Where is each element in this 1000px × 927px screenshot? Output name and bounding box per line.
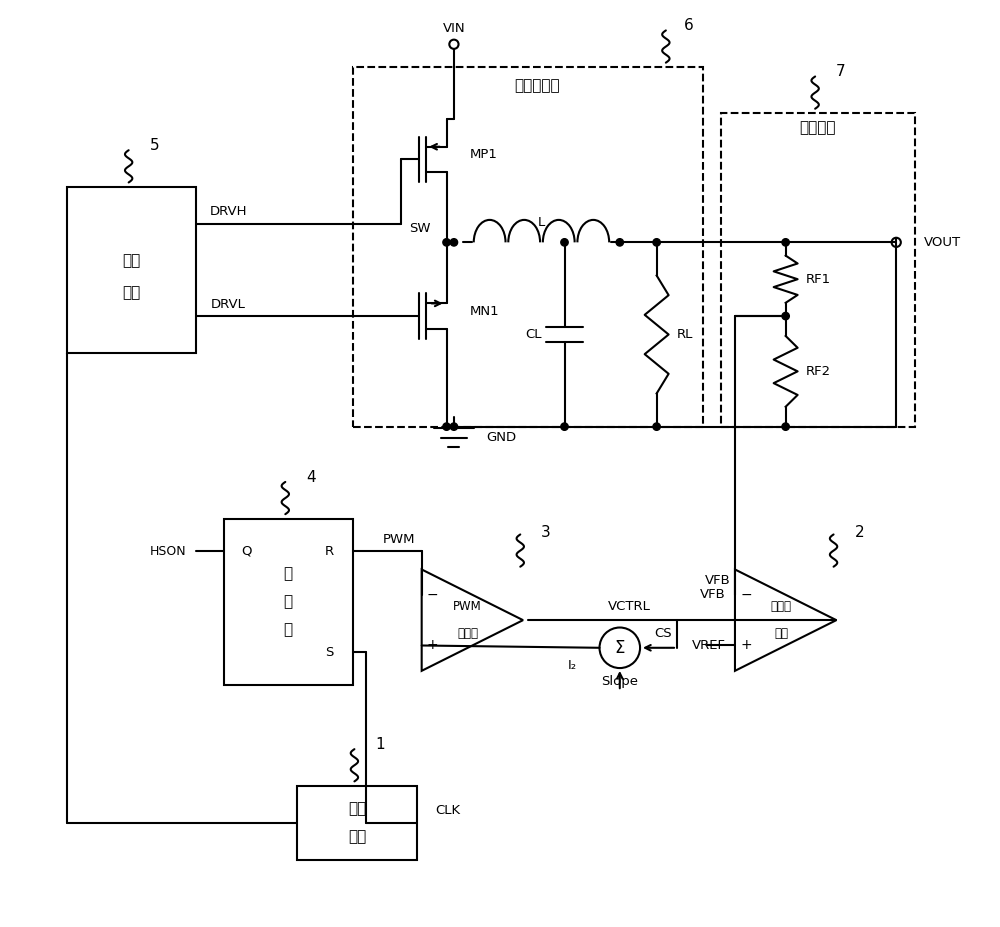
Text: VFB: VFB <box>700 589 726 602</box>
Text: CL: CL <box>525 328 541 341</box>
Text: +: + <box>740 639 752 653</box>
Text: I₂: I₂ <box>567 659 576 672</box>
Circle shape <box>561 423 568 430</box>
Bar <box>67 187 196 353</box>
Text: 时钟: 时钟 <box>348 802 366 817</box>
Text: VCTRL: VCTRL <box>608 600 650 613</box>
Text: 存: 存 <box>284 594 293 609</box>
Text: 器: 器 <box>284 622 293 637</box>
Text: 锁: 锁 <box>284 566 293 581</box>
Text: 2: 2 <box>855 525 864 540</box>
Text: Slope: Slope <box>601 676 638 689</box>
Text: −: − <box>740 588 752 602</box>
Text: VIN: VIN <box>443 22 465 35</box>
Circle shape <box>443 423 450 430</box>
Text: GND: GND <box>486 431 516 444</box>
Text: VOUT: VOUT <box>924 235 961 248</box>
Bar <box>721 113 915 426</box>
Circle shape <box>450 423 458 430</box>
Bar <box>224 519 353 685</box>
Text: 反馈电路: 反馈电路 <box>800 120 836 134</box>
Text: RF1: RF1 <box>806 273 831 286</box>
Bar <box>353 68 703 426</box>
Text: HSON: HSON <box>150 544 187 557</box>
Circle shape <box>782 238 789 246</box>
Circle shape <box>616 238 623 246</box>
Text: 比较器: 比较器 <box>457 628 478 641</box>
Text: 5: 5 <box>150 138 159 153</box>
Text: DRVH: DRVH <box>209 206 247 219</box>
Text: MP1: MP1 <box>470 148 497 161</box>
Text: RL: RL <box>677 328 693 341</box>
Text: CLK: CLK <box>435 805 461 818</box>
Text: 6: 6 <box>684 19 694 33</box>
Text: VFB: VFB <box>705 575 730 588</box>
Circle shape <box>561 238 568 246</box>
Text: MN1: MN1 <box>470 305 499 318</box>
Text: CS: CS <box>654 628 672 641</box>
Circle shape <box>450 238 458 246</box>
Text: SW: SW <box>409 222 431 235</box>
Circle shape <box>653 423 660 430</box>
Text: −: − <box>427 588 439 602</box>
Text: R: R <box>325 544 334 557</box>
Text: VREF: VREF <box>692 639 726 652</box>
Text: S: S <box>325 646 334 659</box>
Text: 大器: 大器 <box>774 628 788 641</box>
Text: 电路: 电路 <box>122 286 141 300</box>
Text: 7: 7 <box>836 64 846 80</box>
Text: PWM: PWM <box>382 532 415 546</box>
Circle shape <box>443 238 450 246</box>
Text: +: + <box>427 639 439 653</box>
Text: PWM: PWM <box>453 600 482 613</box>
Text: RF2: RF2 <box>806 365 831 378</box>
Bar <box>297 786 417 859</box>
Text: 误差放: 误差放 <box>771 600 792 613</box>
Text: 1: 1 <box>375 737 385 752</box>
Text: Σ: Σ <box>615 639 625 657</box>
Text: DRVL: DRVL <box>211 298 246 311</box>
Text: 驱动: 驱动 <box>122 253 141 268</box>
Text: 充放电电路: 充放电电路 <box>514 78 560 94</box>
Text: 4: 4 <box>306 470 316 485</box>
Text: 电路: 电路 <box>348 829 366 844</box>
Text: 3: 3 <box>541 525 551 540</box>
Circle shape <box>653 238 660 246</box>
Text: Q: Q <box>241 544 252 557</box>
Text: L: L <box>538 216 545 229</box>
Circle shape <box>782 312 789 320</box>
Circle shape <box>782 423 789 430</box>
